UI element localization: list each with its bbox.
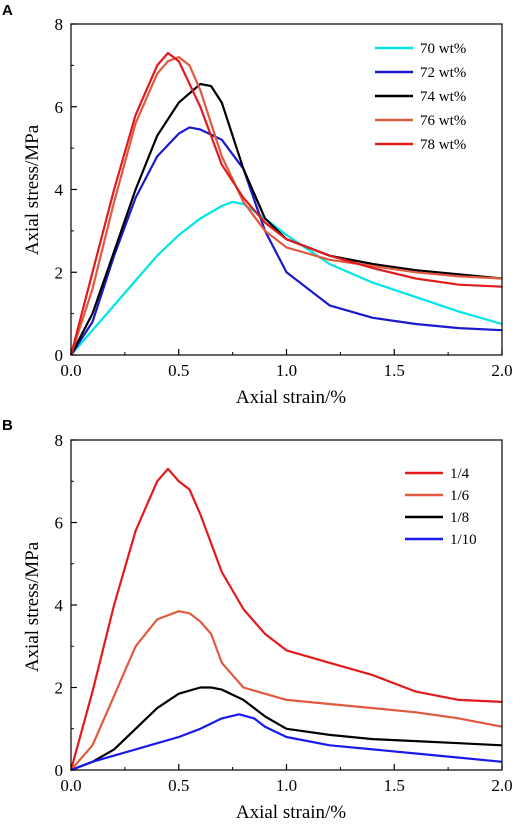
x-tick-label-b-4: 2.0	[491, 776, 512, 795]
y-tick-label-a-0: 0	[55, 346, 64, 365]
y-tick-label-b-2: 4	[55, 596, 64, 615]
y-tick-label-a-4: 8	[55, 15, 64, 34]
x-tick-label-a-3: 1.5	[384, 361, 405, 380]
series-line-b-2	[70, 610, 503, 771]
legend-label-a-3: 74 wt%	[420, 89, 466, 105]
x-tick-label-a-4: 2.0	[491, 361, 512, 380]
legend-label-b-1: 1/4	[450, 466, 470, 482]
series-line-a-1	[70, 200, 503, 356]
y-tick-label-a-1: 2	[55, 263, 64, 282]
y-axis-title-a: Axial stress/MPa	[22, 124, 43, 255]
x-tick-label-b-3: 1.5	[384, 776, 405, 795]
panel-letter-b: B	[2, 417, 13, 434]
y-tick-label-a-3: 6	[55, 98, 64, 117]
legend-label-b-3: 1/8	[450, 510, 469, 526]
series-line-a-4	[69, 56, 503, 356]
x-axis-title-b: Axial strain/%	[236, 802, 346, 823]
x-tick-label-a-1: 0.5	[168, 361, 189, 380]
series-line-a-5	[69, 51, 503, 356]
x-tick-label-a-2: 1.0	[276, 361, 297, 380]
series-line-b-4	[70, 713, 503, 772]
plot-area-a: 0.0 0.5 1.0 1.5 2.0 0 2 4 6 8 70 wt% 72 wt% 74 wt% 76…	[55, 15, 513, 380]
x-tick-label-a-0: 0.0	[60, 361, 81, 380]
y-tick-label-b-0: 0	[55, 761, 64, 780]
series-line-a-3	[70, 82, 503, 356]
series-line-b-1	[69, 467, 503, 771]
series-line-b-3	[70, 686, 503, 772]
x-tick-label-b-0: 0.0	[60, 776, 81, 795]
y-tick-label-b-1: 2	[55, 679, 64, 698]
x-tick-label-b-2: 1.0	[276, 776, 297, 795]
panel-letter-a: A	[2, 2, 13, 19]
x-tick-label-b-1: 0.5	[168, 776, 189, 795]
legend-label-a-2: 72 wt%	[420, 65, 466, 81]
y-tick-label-b-4: 8	[55, 431, 64, 450]
plot-frame-b	[70, 439, 503, 771]
legend-label-a-5: 78 wt%	[420, 137, 466, 153]
legend-label-b-2: 1/6	[450, 488, 470, 504]
y-tick-label-b-3: 6	[55, 514, 64, 533]
y-axis-title-b: Axial stress/MPa	[22, 541, 43, 672]
series-line-a-2	[70, 126, 503, 356]
panel-a: A 0.0 0.5 1.0 1.5 2.0 0 2 4 6 8 70 wt% 72 wt% 74 wt%…	[2, 2, 513, 408]
legend-label-a-4: 76 wt%	[420, 113, 466, 129]
legend-label-a-1: 70 wt%	[420, 41, 466, 57]
plot-area-b: 0.0 0.5 1.0 1.5 2.0 0 2 4 6 8 1/4 1/6 1/8 1/10	[55, 431, 513, 795]
legend-label-b-4: 1/10	[450, 532, 477, 548]
x-axis-title-a: Axial strain/%	[236, 387, 346, 408]
panel-b: B 0.0 0.5 1.0 1.5 2.0 0 2 4 6 8 1/4 1/6 1/8 1/10 Axia…	[2, 417, 513, 823]
y-tick-label-a-2: 4	[55, 181, 64, 200]
